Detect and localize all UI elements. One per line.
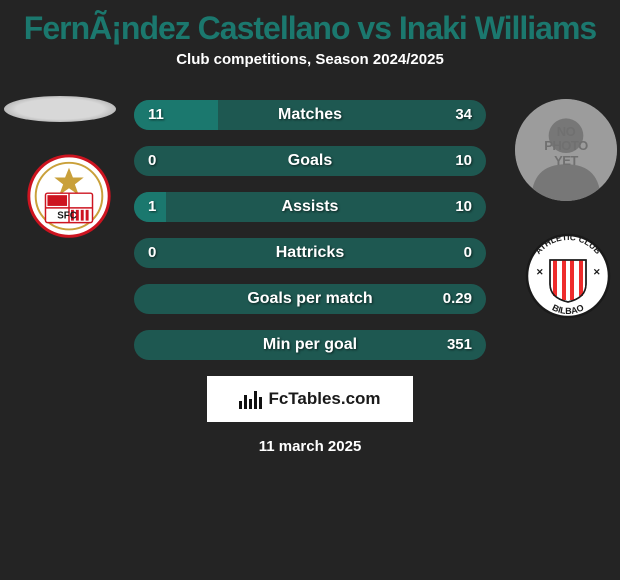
crest-x-right: ✕	[593, 267, 601, 277]
stat-label: Min per goal	[134, 330, 486, 360]
club-crest-left: SFC	[20, 154, 118, 238]
stat-label: Assists	[134, 192, 486, 222]
stat-row: 0Goals10	[134, 146, 486, 176]
source-logo-text: FcTables.com	[268, 389, 380, 409]
no-photo-line2: PHOTO	[544, 138, 588, 153]
no-photo-line1: NO	[557, 124, 576, 139]
stats-list: 11Matches340Goals101Assists100Hattricks0…	[134, 94, 486, 360]
stat-value-right: 34	[455, 100, 472, 130]
stat-row: 1Assists10	[134, 192, 486, 222]
stat-row: 0Hattricks0	[134, 238, 486, 268]
page-title: FernÃ¡ndez Castellano vs Inaki Williams	[0, 0, 620, 51]
comparison-card: FernÃ¡ndez Castellano vs Inaki Williams …	[0, 0, 620, 455]
no-photo-overlay: NO PHOTO YET	[515, 125, 617, 168]
athletic-crest-icon: ATHLETIC CLUB BILBAO ✕ ✕	[518, 233, 618, 319]
no-photo-line3: YET	[554, 153, 578, 168]
stat-row: 11Matches34	[134, 100, 486, 130]
stat-label: Matches	[134, 100, 486, 130]
stat-label: Goals	[134, 146, 486, 176]
sevilla-crest-icon: SFC	[20, 154, 118, 238]
page-subtitle: Club competitions, Season 2024/2025	[0, 51, 620, 68]
crest-x-left: ✕	[536, 267, 544, 277]
main-area: SFC NO PHOTO YET ATHLETIC CLUB	[0, 94, 620, 360]
source-logo: FcTables.com	[207, 376, 413, 422]
stat-value-right: 0.29	[443, 284, 472, 314]
stat-value-right: 351	[447, 330, 472, 360]
club-crest-right: ATHLETIC CLUB BILBAO ✕ ✕	[518, 234, 618, 318]
stat-value-right: 10	[455, 192, 472, 222]
fctables-bars-icon	[239, 389, 262, 409]
stat-label: Hattricks	[134, 238, 486, 268]
player-right-portrait: NO PHOTO YET	[515, 99, 617, 201]
stat-value-right: 0	[464, 238, 472, 268]
stat-value-right: 10	[455, 146, 472, 176]
crest-left-label: SFC	[57, 211, 77, 222]
publish-date: 11 march 2025	[0, 438, 620, 455]
stat-row: Goals per match0.29	[134, 284, 486, 314]
player-left-portrait	[4, 96, 116, 122]
stat-label: Goals per match	[134, 284, 486, 314]
stat-row: Min per goal351	[134, 330, 486, 360]
